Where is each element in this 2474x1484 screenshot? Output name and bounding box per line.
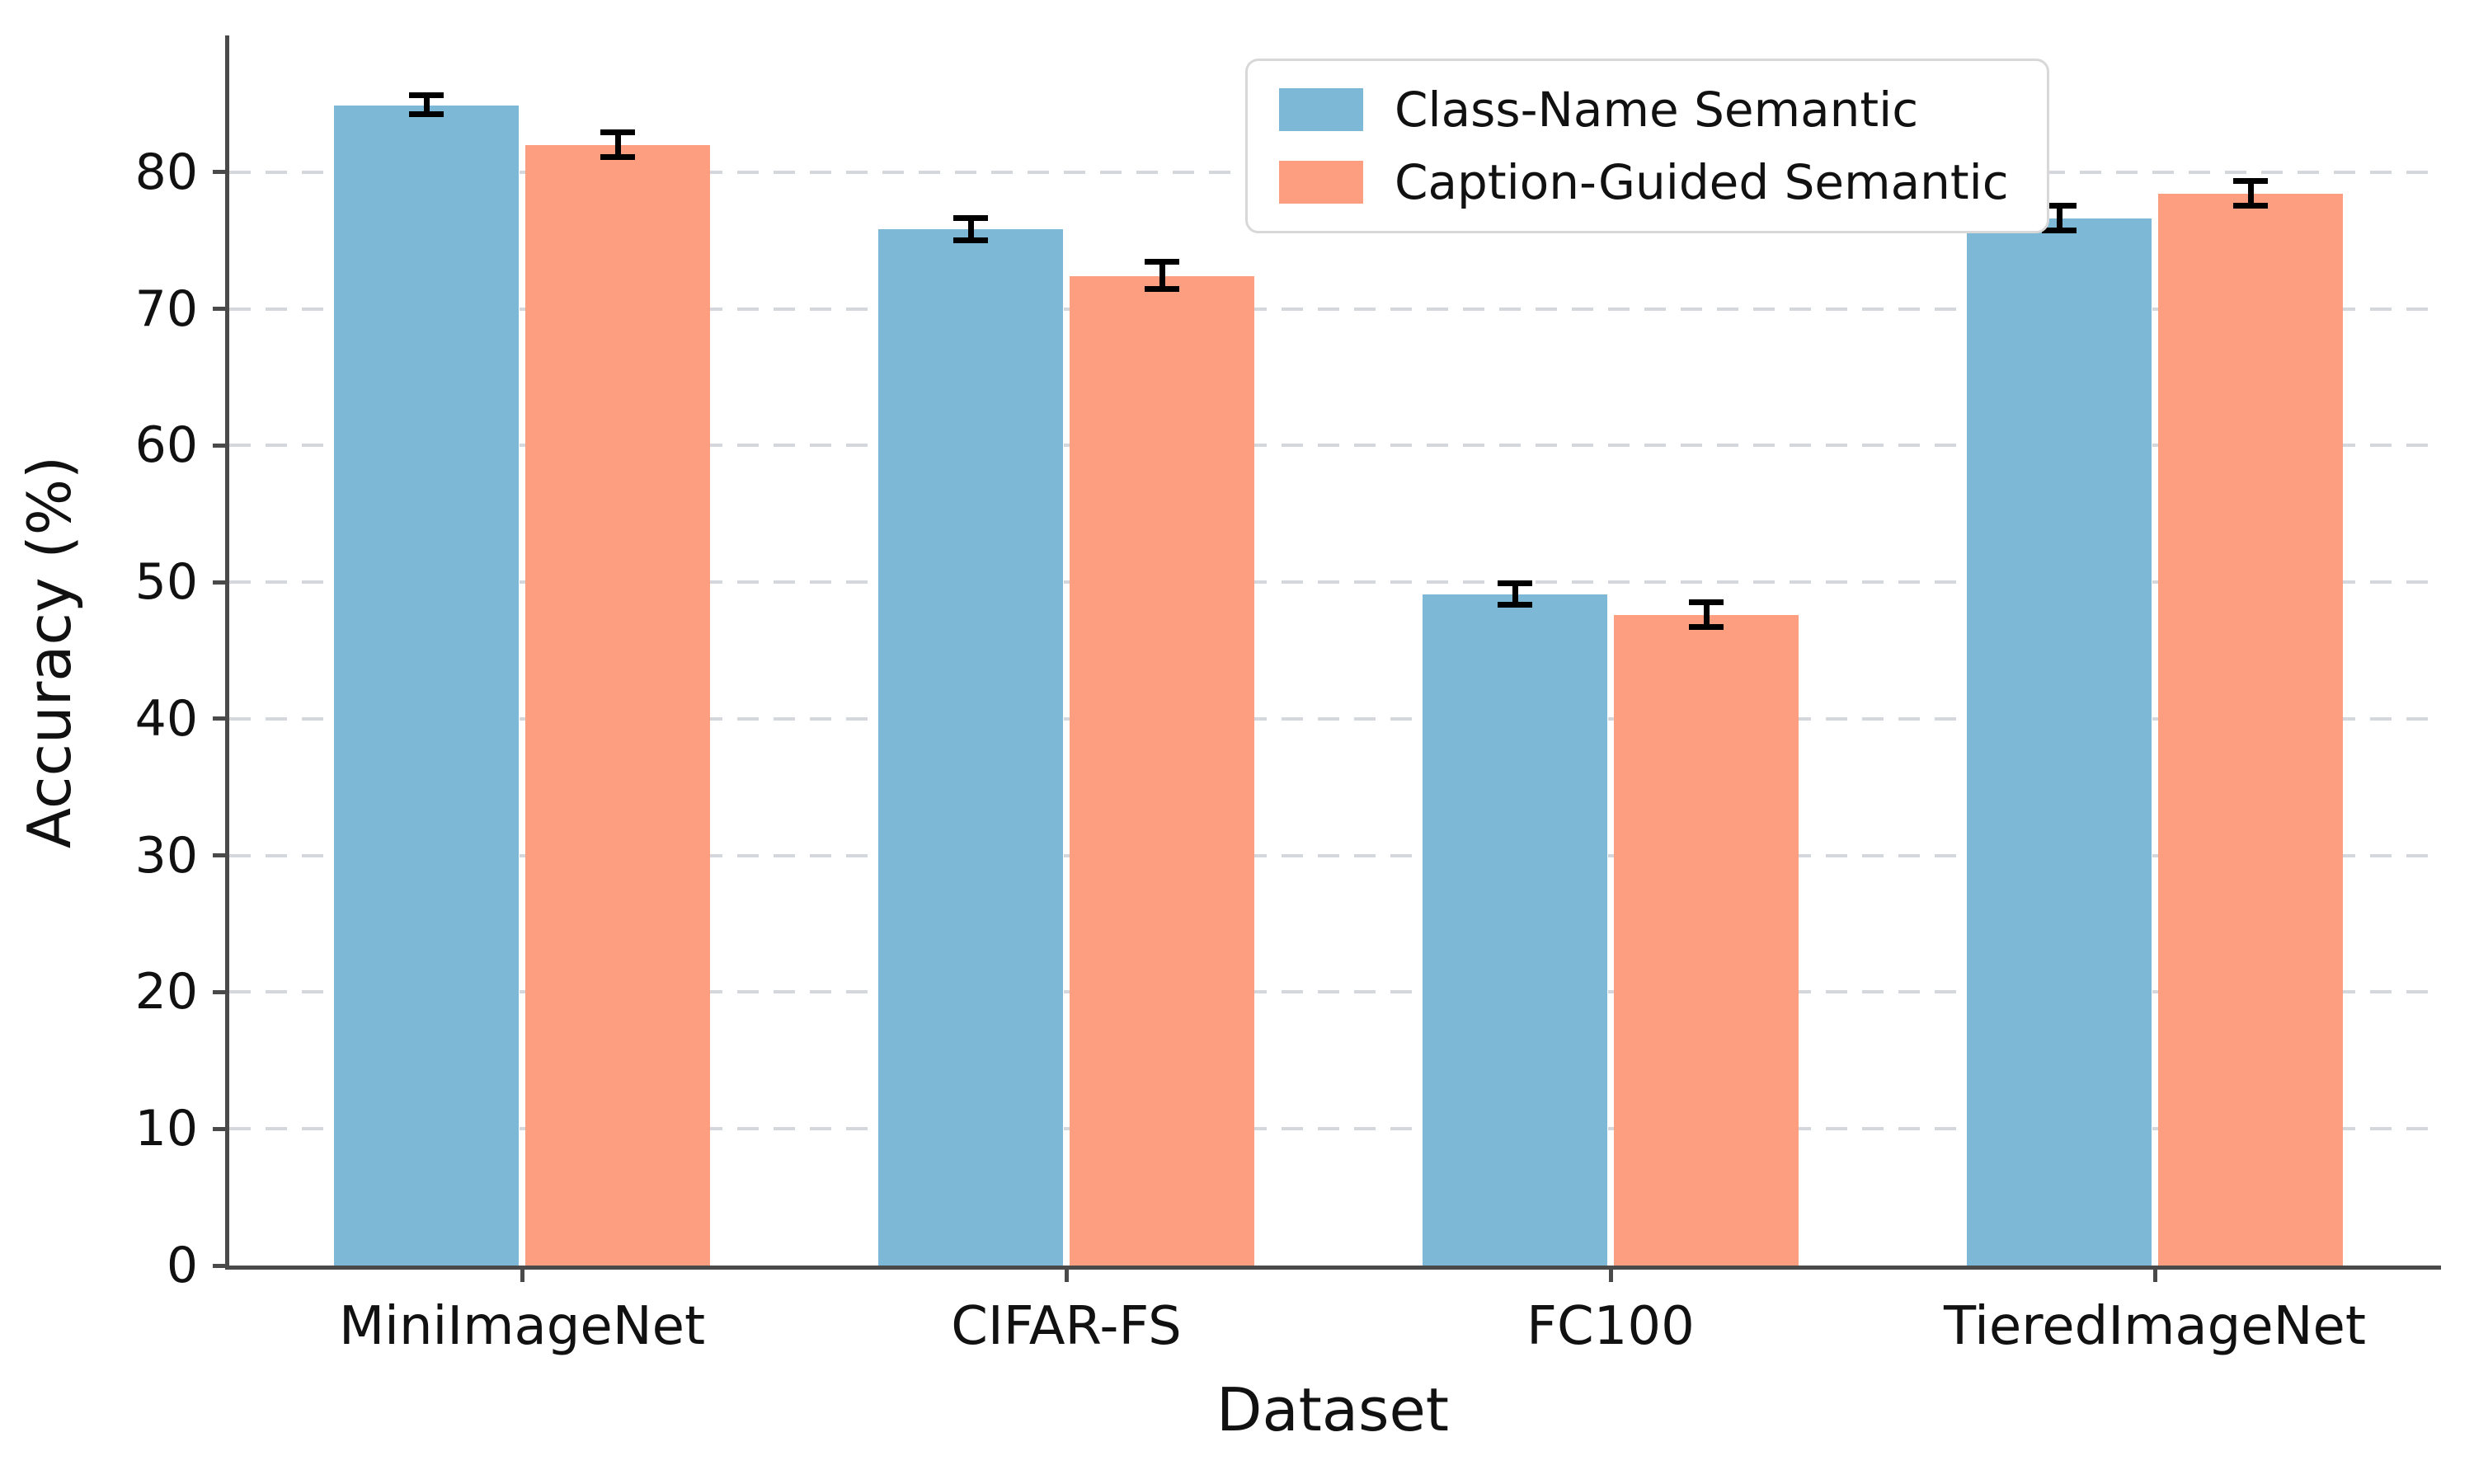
y-tick-mark-80 (213, 170, 229, 175)
y-tick-mark-50 (213, 580, 229, 585)
error-bar-cap-bottom (2042, 228, 2077, 234)
legend-swatch-caption-guided-semantic (1279, 161, 1363, 204)
gridline-y-60 (229, 444, 2441, 448)
error-bar (2056, 206, 2062, 232)
error-bar-cap-bottom (953, 237, 988, 243)
x-tick-mark-TieredImageNet (2152, 1266, 2157, 1282)
x-tick-label-TieredImageNet: TieredImageNet (1944, 1296, 2366, 1357)
legend-label-caption-guided-semantic: Caption-Guided Semantic (1395, 154, 2009, 210)
y-tick-mark-40 (213, 716, 229, 721)
y-tick-mark-0 (213, 1263, 229, 1268)
error-bar (2247, 181, 2254, 207)
x-tick-mark-MiniImageNet (520, 1266, 524, 1282)
error-bar (1703, 603, 1710, 627)
error-bar-cap-top (2233, 178, 2268, 185)
legend-label-class-name-semantic: Class-Name Semantic (1395, 82, 1919, 138)
bar-TieredImageNet-class-name (1967, 218, 2152, 1266)
x-axis-label: Dataset (1216, 1375, 1449, 1444)
gridline-y-20 (229, 990, 2441, 994)
x-tick-mark-CIFAR-FS (1064, 1266, 1069, 1282)
gridline-y-40 (229, 716, 2441, 721)
error-bar-cap-bottom (600, 153, 635, 160)
y-tick-label-50: 50 (134, 553, 198, 612)
bar-FC100-caption-guided (1614, 614, 1799, 1266)
error-bar (1159, 262, 1165, 290)
error-bar (614, 132, 621, 157)
y-tick-label-80: 80 (134, 143, 198, 201)
y-tick-label-10: 10 (134, 1100, 198, 1158)
error-bar-cap-bottom (1145, 286, 1179, 293)
error-bar-cap-bottom (2233, 203, 2268, 209)
plot-area: Class-Name Semantic Caption-Guided Seman… (135, 35, 2441, 1353)
y-tick-label-40: 40 (134, 689, 198, 748)
gridline-y-10 (229, 1127, 2441, 1131)
error-bar (423, 95, 430, 115)
x-tick-label-FC100: FC100 (1526, 1296, 1695, 1357)
bar-MiniImageNet-caption-guided (525, 144, 710, 1266)
x-tick-mark-FC100 (1608, 1266, 1613, 1282)
error-bar (1512, 583, 1518, 606)
gridline-y-50 (229, 580, 2441, 585)
legend-item-class-name: Class-Name Semantic (1279, 86, 2009, 134)
error-bar-cap-bottom (409, 111, 444, 118)
error-bar-cap-top (409, 92, 444, 98)
bar-TieredImageNet-caption-guided (2158, 194, 2343, 1266)
error-bar-cap-bottom (1689, 623, 1724, 630)
y-tick-mark-30 (213, 853, 229, 858)
y-tick-label-60: 60 (134, 416, 198, 475)
gridline-y-70 (229, 307, 2441, 311)
y-tick-label-70: 70 (134, 279, 198, 338)
error-bar-cap-bottom (1498, 602, 1532, 608)
bar-MiniImageNet-class-name (334, 105, 519, 1266)
y-tick-label-0: 0 (166, 1237, 198, 1294)
y-tick-label-20: 20 (134, 963, 198, 1021)
y-tick-mark-20 (213, 989, 229, 994)
legend-swatch-class-name-semantic (1279, 88, 1363, 131)
gridline-y-30 (229, 853, 2441, 857)
y-tick-mark-60 (213, 443, 229, 448)
error-bar-cap-top (1145, 259, 1179, 265)
error-bar (967, 218, 974, 241)
error-bar-cap-top (1689, 599, 1724, 605)
x-tick-label-MiniImageNet: MiniImageNet (338, 1296, 706, 1357)
y-tick-mark-10 (213, 1126, 229, 1131)
x-tick-label-CIFAR-FS: CIFAR-FS (951, 1296, 1182, 1357)
legend: Class-Name Semantic Caption-Guided Seman… (1245, 59, 2049, 233)
error-bar-cap-top (953, 215, 988, 222)
bar-FC100-class-name (1423, 594, 1607, 1266)
legend-item-caption-guided: Caption-Guided Semantic (1279, 158, 2009, 206)
error-bar-cap-top (1498, 580, 1532, 586)
bar-CIFAR-FS-caption-guided (1070, 275, 1254, 1266)
error-bar-cap-top (2042, 203, 2077, 209)
y-axis-label: Accuracy (%) (15, 455, 84, 849)
bar-CIFAR-FS-class-name (878, 229, 1063, 1266)
y-tick-mark-70 (213, 307, 229, 312)
y-tick-label-30: 30 (134, 826, 198, 885)
error-bar-cap-top (600, 129, 635, 135)
